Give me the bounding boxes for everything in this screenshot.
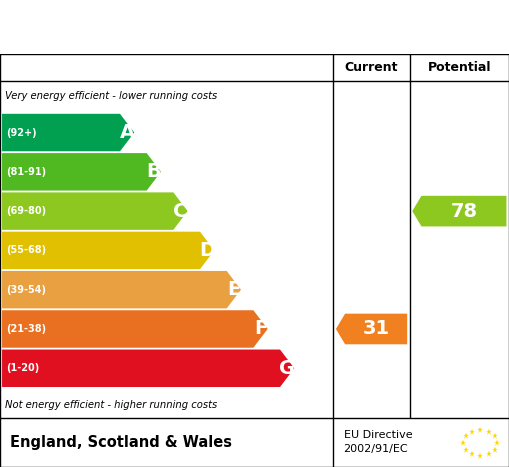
Text: (1-20): (1-20) [6,363,39,373]
Text: (39-54): (39-54) [6,285,46,295]
Text: (92+): (92+) [6,127,37,138]
Polygon shape [2,310,268,348]
Polygon shape [2,232,214,269]
Polygon shape [2,271,241,308]
Text: (81-91): (81-91) [6,167,46,177]
Text: Energy Efficiency Rating: Energy Efficiency Rating [15,17,303,37]
Text: England, Scotland & Wales: England, Scotland & Wales [10,435,232,450]
Text: Current: Current [345,61,399,74]
Text: D: D [199,241,215,260]
Text: (55-68): (55-68) [6,245,46,255]
Text: 78: 78 [450,202,477,220]
Text: B: B [147,163,161,181]
Text: Very energy efficient - lower running costs: Very energy efficient - lower running co… [5,91,217,100]
Text: (21-38): (21-38) [6,324,46,334]
Polygon shape [336,314,407,344]
Polygon shape [2,153,161,191]
Polygon shape [412,196,506,226]
Polygon shape [2,192,188,230]
Text: F: F [254,319,267,339]
Text: G: G [279,359,295,378]
Polygon shape [2,114,134,151]
Text: 31: 31 [362,319,390,339]
Text: C: C [173,202,188,220]
Text: Potential: Potential [428,61,491,74]
Text: EU Directive
2002/91/EC: EU Directive 2002/91/EC [344,431,412,454]
Text: Not energy efficient - higher running costs: Not energy efficient - higher running co… [5,400,217,410]
Text: E: E [227,280,240,299]
Polygon shape [2,349,294,387]
Text: (69-80): (69-80) [6,206,46,216]
Text: A: A [120,123,135,142]
